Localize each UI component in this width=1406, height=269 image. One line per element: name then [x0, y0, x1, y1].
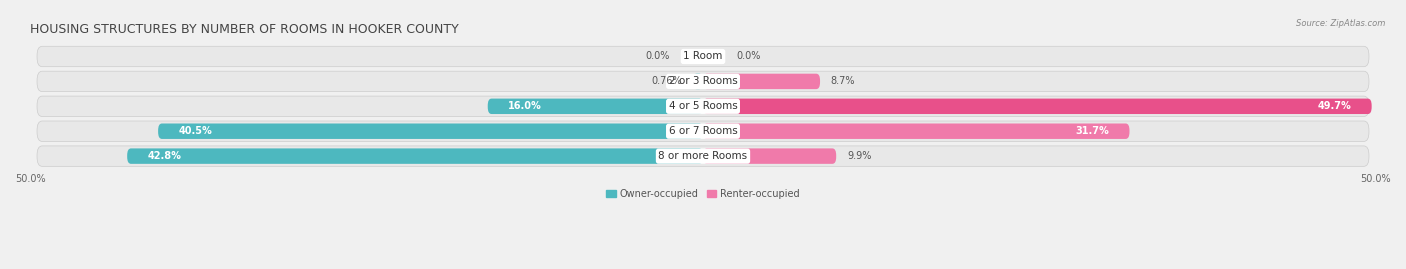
Text: 2 or 3 Rooms: 2 or 3 Rooms	[669, 76, 737, 86]
FancyBboxPatch shape	[37, 71, 1369, 92]
FancyBboxPatch shape	[703, 148, 837, 164]
Text: 8.7%: 8.7%	[831, 76, 855, 86]
Text: 8 or more Rooms: 8 or more Rooms	[658, 151, 748, 161]
Text: HOUSING STRUCTURES BY NUMBER OF ROOMS IN HOOKER COUNTY: HOUSING STRUCTURES BY NUMBER OF ROOMS IN…	[31, 23, 460, 36]
FancyBboxPatch shape	[703, 123, 1129, 139]
FancyBboxPatch shape	[37, 146, 1369, 166]
FancyBboxPatch shape	[127, 148, 703, 164]
FancyBboxPatch shape	[693, 74, 703, 89]
Text: 0.76%: 0.76%	[651, 76, 682, 86]
Legend: Owner-occupied, Renter-occupied: Owner-occupied, Renter-occupied	[602, 185, 804, 203]
FancyBboxPatch shape	[37, 121, 1369, 141]
Text: 4 or 5 Rooms: 4 or 5 Rooms	[669, 101, 737, 111]
FancyBboxPatch shape	[37, 96, 1369, 116]
FancyBboxPatch shape	[157, 123, 703, 139]
Text: 9.9%: 9.9%	[846, 151, 872, 161]
FancyBboxPatch shape	[703, 98, 1372, 114]
FancyBboxPatch shape	[37, 46, 1369, 67]
Text: 16.0%: 16.0%	[508, 101, 541, 111]
Text: 42.8%: 42.8%	[148, 151, 181, 161]
Text: Source: ZipAtlas.com: Source: ZipAtlas.com	[1295, 19, 1385, 28]
FancyBboxPatch shape	[488, 98, 703, 114]
Text: 31.7%: 31.7%	[1076, 126, 1109, 136]
Text: 0.0%: 0.0%	[737, 51, 761, 62]
Text: 49.7%: 49.7%	[1317, 101, 1351, 111]
Text: 0.0%: 0.0%	[645, 51, 669, 62]
Text: 6 or 7 Rooms: 6 or 7 Rooms	[669, 126, 737, 136]
Text: 40.5%: 40.5%	[179, 126, 212, 136]
Text: 1 Room: 1 Room	[683, 51, 723, 62]
FancyBboxPatch shape	[703, 74, 820, 89]
